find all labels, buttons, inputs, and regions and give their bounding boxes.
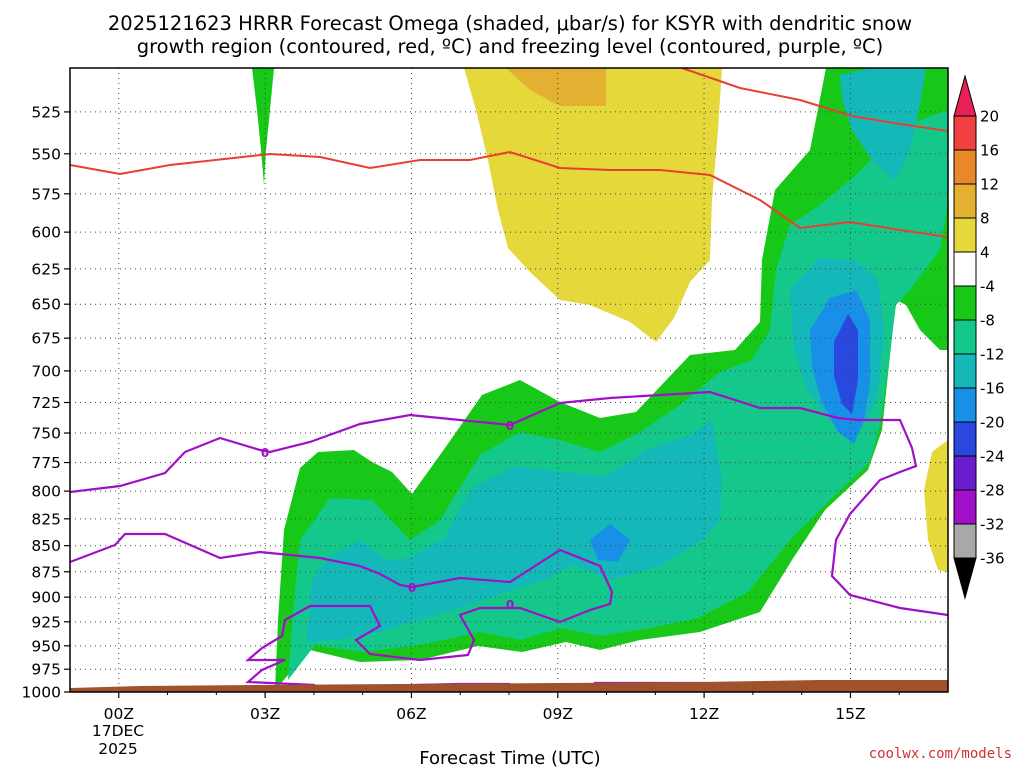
y-tick-label-725: 725 xyxy=(31,394,61,412)
colorbar-bottom-arrow xyxy=(953,557,977,600)
colorbar-box xyxy=(953,489,977,525)
colorbar-box xyxy=(953,149,977,185)
omega-moderate-positive-region xyxy=(506,68,606,106)
y-tick-label-800: 800 xyxy=(31,483,61,501)
colorbar-box xyxy=(953,251,977,287)
x-date-line-1: 17DEC xyxy=(92,722,144,740)
colorbar-label: 4 xyxy=(980,244,990,262)
omega-weak-negative-narrow-tongue xyxy=(252,68,274,185)
y-tick-label-875: 875 xyxy=(31,563,61,581)
colorbar-label: -20 xyxy=(980,414,1005,432)
x-axis: 00Z 03Z 06Z 09Z 12Z 15Z xyxy=(104,692,900,723)
x-tick-label-06Z: 06Z xyxy=(396,705,426,723)
x-tick-label-15Z: 15Z xyxy=(835,705,865,723)
y-tick-label-525: 525 xyxy=(31,103,61,121)
colorbar-label: 20 xyxy=(980,108,999,126)
y-tick-label-1000: 1000 xyxy=(22,684,61,702)
colorbar-label: -36 xyxy=(980,550,1005,568)
colorbar-label: -4 xyxy=(980,278,995,296)
x-tick-label-12Z: 12Z xyxy=(689,705,719,723)
colorbar-box xyxy=(953,387,977,423)
x-tick-label-03Z: 03Z xyxy=(250,705,280,723)
freezing-level-label-3: 0 xyxy=(408,581,416,595)
colorbar-label: 12 xyxy=(980,176,999,194)
colorbar-top-arrow xyxy=(953,74,977,117)
colorbar-box xyxy=(953,319,977,355)
x-axis-title: Forecast Time (UTC) xyxy=(419,748,600,768)
colorbar-box xyxy=(953,523,977,559)
colorbar-label: -32 xyxy=(980,516,1005,534)
y-tick-label-900: 900 xyxy=(31,589,61,607)
colorbar-box xyxy=(953,353,977,389)
colorbar-box xyxy=(953,421,977,457)
colorbar-label: -16 xyxy=(980,380,1005,398)
chart-title-line-1: 2025121623 HRRR Forecast Omega (shaded, … xyxy=(108,12,912,35)
colorbar-label: 16 xyxy=(980,142,999,160)
chart-title-line-2: growth region (contoured, red, ºC) and f… xyxy=(137,35,884,58)
y-tick-label-775: 775 xyxy=(31,454,61,472)
freezing-level-label-1: 0 xyxy=(261,446,269,460)
omega-weak-positive-region xyxy=(464,68,722,342)
colorbar-label: -8 xyxy=(980,312,995,330)
freezing-level-contour-lower xyxy=(70,532,614,687)
colorbar-box xyxy=(953,285,977,321)
colorbar-box xyxy=(953,217,977,253)
y-tick-label-825: 825 xyxy=(31,510,61,528)
freezing-level-contour-upper xyxy=(70,390,948,617)
colorbar-label: -28 xyxy=(980,482,1005,500)
y-tick-label-950: 950 xyxy=(31,637,61,655)
colorbar-box xyxy=(953,455,977,491)
freezing-level-label-4: 0 xyxy=(506,598,514,612)
x-tick-label-09Z: 09Z xyxy=(543,705,573,723)
y-tick-label-750: 750 xyxy=(31,425,61,443)
plot-area: 0 0 0 0 xyxy=(70,68,948,692)
y-tick-label-625: 625 xyxy=(31,260,61,278)
y-tick-label-575: 575 xyxy=(31,185,61,203)
terrain-surface xyxy=(70,680,948,692)
omega-weak-positive-edge-region xyxy=(924,440,948,572)
y-tick-label-925: 925 xyxy=(31,613,61,631)
y-axis: 525 550 575 600 625 650 675 700 725 750 775 800 825 8… xyxy=(22,103,70,702)
colorbar-label: -12 xyxy=(980,346,1005,364)
colorbar-box xyxy=(953,183,977,219)
y-tick-label-675: 675 xyxy=(31,330,61,348)
y-tick-label-650: 650 xyxy=(31,296,61,314)
y-tick-label-550: 550 xyxy=(31,145,61,163)
y-tick-label-600: 600 xyxy=(31,224,61,242)
x-date-line-2: 2025 xyxy=(98,740,137,758)
omega-extreme-negative-region xyxy=(834,314,858,414)
y-tick-label-700: 700 xyxy=(31,362,61,380)
colorbar-label: 8 xyxy=(980,210,990,228)
credit-text: coolwx.com/models xyxy=(869,746,1012,762)
x-tick-label-00Z: 00Z xyxy=(104,705,134,723)
colorbar: 20 16 12 8 4 -4 -8 -12 -16 -20 -24 -28 -32 -36 xyxy=(953,74,1005,600)
y-tick-label-975: 975 xyxy=(31,661,61,679)
colorbar-label: -24 xyxy=(980,448,1005,466)
colorbar-box xyxy=(953,115,977,151)
freezing-level-label-2: 0 xyxy=(506,419,514,433)
dgz-upper-contour xyxy=(70,150,948,238)
dgz-top-contour xyxy=(681,68,948,132)
omega-strong-negative-top-region xyxy=(840,68,926,180)
y-tick-label-850: 850 xyxy=(31,537,61,555)
omega-very-strong-negative-lower-region xyxy=(590,524,630,562)
